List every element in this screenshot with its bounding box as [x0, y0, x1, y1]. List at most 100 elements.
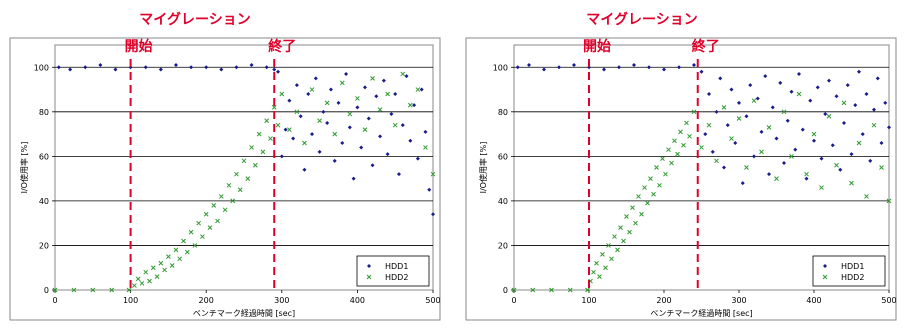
legend-label: HDD2 — [385, 273, 408, 282]
x-axis-label: ベンチマーク経過時間 [sec] — [193, 308, 295, 318]
hdd2-point — [177, 256, 183, 262]
hdd2-point — [192, 243, 198, 248]
hdd1-point — [408, 138, 413, 143]
y-tick-label: 0 — [44, 286, 49, 295]
marker-label: 開始 — [125, 38, 153, 55]
hdd2-point — [826, 113, 832, 119]
hdd2-point — [324, 100, 330, 106]
hdd2-point — [166, 254, 171, 259]
x-tick-label: 500 — [425, 296, 440, 305]
hdd1-point — [789, 89, 794, 94]
hdd2-point — [207, 225, 213, 230]
hdd1-point — [279, 154, 284, 159]
hdd1-point — [632, 63, 636, 68]
y-tick-label: 80 — [39, 108, 49, 117]
hdd1-point — [272, 67, 277, 72]
hdd2-point — [834, 162, 839, 168]
hdd1-point — [362, 85, 367, 90]
hdd2-point — [796, 91, 802, 97]
hdd2-point — [264, 118, 270, 124]
hdd2-point — [287, 127, 292, 132]
x-axis-label: ベンチマーク経過時間 [sec] — [650, 308, 752, 318]
hdd1-point — [782, 161, 786, 166]
hdd1-point — [374, 94, 379, 99]
marker-label: 終了 — [268, 38, 296, 55]
hdd2-point — [879, 165, 884, 170]
y-tick-label: 20 — [39, 241, 49, 250]
hdd1-point — [419, 87, 424, 92]
hdd1-point — [602, 67, 606, 72]
hdd1-point — [431, 212, 435, 217]
hdd2-point — [355, 96, 360, 101]
hdd2-point — [173, 247, 179, 253]
hdd2-point — [126, 287, 132, 293]
hdd1-point — [842, 120, 846, 125]
chart-right: マイグレーション 0 20 40 60 80 100 0 100 200 300 400 500 ベンチマ… — [465, 11, 897, 321]
hdd1-point — [740, 181, 745, 186]
hdd1-point — [557, 65, 561, 70]
hdd2-point — [706, 122, 712, 128]
hdd2-point — [736, 116, 742, 121]
hdd1-point — [887, 125, 891, 130]
legend-label: HDD1 — [385, 262, 408, 271]
hdd1-point — [827, 78, 831, 83]
hdd1-point — [321, 109, 326, 114]
x-tick-label: 0 — [52, 296, 57, 305]
hdd1-point — [819, 156, 824, 161]
hdd2-point — [150, 265, 156, 271]
hdd1-point — [396, 172, 401, 177]
hdd2-point — [245, 176, 251, 181]
x-tick-label: 400 — [350, 296, 365, 305]
y-tick-label: 80 — [498, 108, 508, 117]
hdd2-point — [52, 287, 58, 293]
y-axis-label: I/O使用率 [%] — [478, 142, 488, 194]
hdd1-point — [868, 158, 873, 163]
hdd2-point — [143, 269, 149, 275]
hdd2-point — [279, 91, 285, 97]
hdd2-point — [633, 220, 638, 226]
hdd2-point — [275, 122, 281, 128]
hdd1-point — [325, 120, 330, 125]
hdd2-point — [600, 252, 605, 257]
hdd2-point — [252, 162, 258, 168]
hdd2-point — [729, 136, 734, 141]
y-tick-label: 100 — [34, 63, 49, 72]
hdd1-point — [703, 132, 708, 137]
hdd2-point — [841, 100, 847, 106]
hdd1-point — [189, 65, 194, 70]
hdd2-point — [666, 147, 671, 153]
hdd2-point — [181, 238, 186, 244]
hdd2-point — [234, 171, 239, 177]
hdd1-point — [340, 141, 345, 145]
hdd1-point — [808, 98, 813, 103]
hdd2-point — [90, 287, 96, 293]
hdd1-point — [860, 132, 865, 137]
hdd2-point — [751, 98, 757, 104]
hdd2-point — [71, 287, 77, 293]
hdd1-point — [617, 65, 621, 70]
hdd2-point — [871, 122, 877, 128]
hdd1-point — [302, 167, 307, 172]
chart-title: マイグレーション — [586, 11, 697, 28]
hdd2-point — [415, 87, 421, 92]
hdd2-point — [222, 207, 228, 213]
hdd2-point — [139, 280, 145, 286]
x-tick-label: 200 — [656, 296, 671, 305]
hdd1-point — [234, 65, 239, 70]
hdd1-point — [800, 127, 805, 132]
hdd2-point — [237, 187, 243, 193]
hdd1-point — [158, 67, 163, 72]
hdd1-point — [56, 65, 61, 70]
hdd2-point — [639, 211, 644, 217]
hdd2-point — [759, 149, 764, 155]
hdd1-point — [370, 163, 375, 168]
hdd1-point — [385, 152, 390, 157]
hdd1-point — [276, 69, 281, 74]
hdd2-point — [241, 158, 247, 164]
hdd1-point — [752, 154, 756, 159]
hdd2-point — [811, 131, 817, 137]
hdd2-point — [249, 145, 254, 150]
legend-marker-hdd1 — [823, 264, 827, 268]
plot-area — [54, 44, 434, 291]
marker-label: 開始 — [583, 38, 611, 55]
